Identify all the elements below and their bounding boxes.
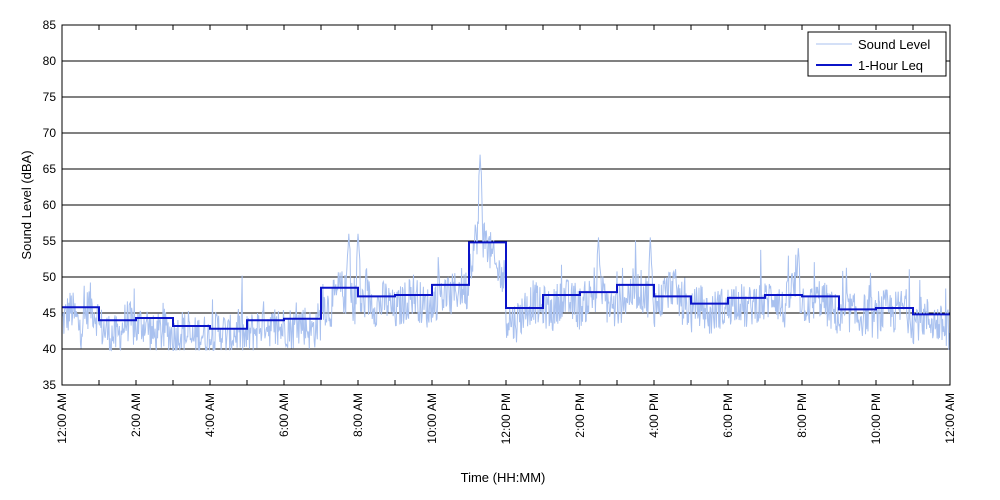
leq-step-line <box>62 241 950 330</box>
x-tick-label: 6:00 PM <box>721 393 735 438</box>
x-tick-label: 2:00 AM <box>129 393 143 437</box>
x-tick-label: 10:00 PM <box>869 393 883 444</box>
x-tick-label: 8:00 PM <box>795 393 809 438</box>
x-tick-label: 4:00 PM <box>647 393 661 438</box>
y-tick-label: 35 <box>43 378 57 392</box>
y-tick-label: 80 <box>43 54 57 68</box>
legend: Sound Level 1-Hour Leq <box>807 31 947 77</box>
y-tick-label: 75 <box>43 90 57 104</box>
sound-level-series <box>61 154 951 352</box>
x-tick-label: 12:00 PM <box>499 393 513 444</box>
y-tick-label: 55 <box>43 234 57 248</box>
y-axis-ticks: 35 40 45 50 55 60 65 70 75 80 85 <box>43 18 57 392</box>
y-tick-label: 85 <box>43 18 57 32</box>
y-tick-label: 45 <box>43 306 57 320</box>
x-tick-label: 2:00 PM <box>573 393 587 438</box>
leq-series <box>62 241 950 330</box>
y-tick-label: 40 <box>43 342 57 356</box>
x-axis-label: Time (HH:MM) <box>461 470 546 485</box>
sound-level-line <box>61 154 951 352</box>
x-tick-label: 8:00 AM <box>351 393 365 437</box>
y-tick-label: 50 <box>43 270 57 284</box>
legend-box <box>807 31 947 77</box>
y-tick-label: 70 <box>43 126 57 140</box>
y-axis-label: Sound Level (dBA) <box>19 150 34 259</box>
legend-label-sound-level: Sound Level <box>858 37 930 52</box>
x-tick-label: 4:00 AM <box>203 393 217 437</box>
y-tick-label: 60 <box>43 198 57 212</box>
x-tick-label: 12:00 AM <box>943 393 957 444</box>
y-tick-label: 65 <box>43 162 57 176</box>
legend-label-leq: 1-Hour Leq <box>858 58 923 73</box>
x-tick-label: 10:00 AM <box>425 393 439 444</box>
x-tick-label: 12:00 AM <box>55 393 69 444</box>
plot-frame <box>61 24 951 386</box>
x-axis-ticks: 12:00 AM 2:00 AM 4:00 AM 6:00 AM 8:00 AM 10:0… <box>55 25 957 444</box>
x-tick-label: 6:00 AM <box>277 393 291 437</box>
